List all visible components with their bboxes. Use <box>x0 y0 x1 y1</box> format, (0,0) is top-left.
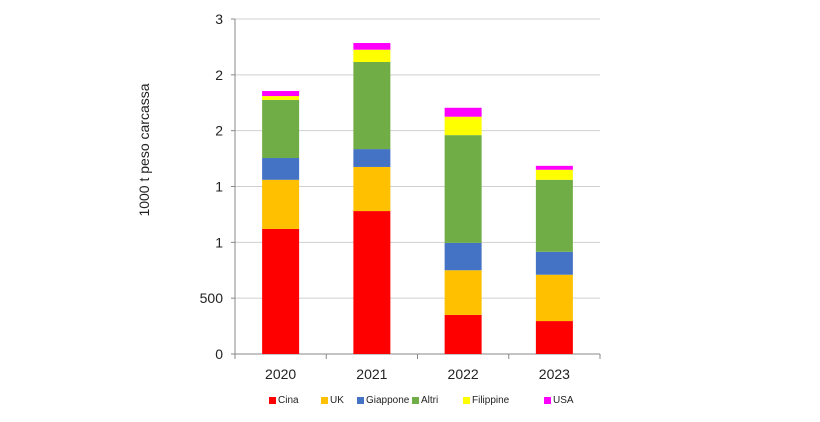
legend-swatch <box>357 397 364 404</box>
legend-item-cina: Cina <box>269 395 299 406</box>
bar-segment-usa-2020 <box>262 91 300 97</box>
x-tick-label: 2022 <box>448 366 479 382</box>
y-tick-label: 0 <box>215 346 223 362</box>
y-tick-label: 1 <box>215 179 223 195</box>
legend-swatch <box>321 397 328 404</box>
legend-item-filippine: Filippine <box>463 395 509 406</box>
x-tick-label: 2023 <box>539 366 570 382</box>
bar-segment-uk-2020 <box>262 179 300 229</box>
bar-segment-cina-2020 <box>262 228 300 354</box>
bar-segment-usa-2022 <box>444 107 482 117</box>
legend-swatch <box>269 397 276 404</box>
bar-segment-usa-2021 <box>353 43 391 50</box>
legend-label: Filippine <box>472 395 510 406</box>
legend-label: UK <box>330 395 344 406</box>
legend-label: USA <box>553 395 574 406</box>
bar-segment-usa-2023 <box>535 165 573 170</box>
legend-label: Giappone <box>366 395 410 406</box>
y-tick-label: 2 <box>215 123 223 139</box>
bar-segment-cina-2022 <box>444 314 482 354</box>
x-tick-label: 2020 <box>265 366 296 382</box>
legend-item-usa: USA <box>544 395 574 406</box>
x-tick-label: 2021 <box>356 366 387 382</box>
legend-swatch <box>544 397 551 404</box>
y-axis-label: 1000 t peso carcassa <box>136 83 152 216</box>
bar-segment-altri-2020 <box>262 99 300 159</box>
y-tick-label: 3 <box>215 11 223 27</box>
bar-segment-uk-2022 <box>444 270 482 315</box>
bar-segment-filippine-2022 <box>444 116 482 136</box>
bar-segment-giappone-2023 <box>535 251 573 275</box>
bar-segment-giappone-2020 <box>262 158 300 180</box>
bar-segment-filippine-2021 <box>353 49 391 62</box>
bar-segment-cina-2023 <box>535 321 573 354</box>
bar-segment-altri-2022 <box>444 135 482 243</box>
legend-swatch <box>412 397 419 404</box>
bar-segment-altri-2023 <box>535 179 573 252</box>
y-tick-label: 1 <box>215 234 223 250</box>
bar-segment-filippine-2020 <box>262 96 300 100</box>
bar-segment-uk-2023 <box>535 274 573 322</box>
legend-label: Cina <box>278 395 299 406</box>
bar-segment-filippine-2023 <box>535 169 573 180</box>
legend-swatch <box>463 397 470 404</box>
bar-segment-giappone-2021 <box>353 149 391 167</box>
bar-segment-cina-2021 <box>353 211 391 354</box>
y-tick-label: 500 <box>200 290 224 306</box>
bar-segment-altri-2021 <box>353 61 391 150</box>
legend-item-giappone: Giappone <box>357 395 409 406</box>
legend-item-altri: Altri <box>412 395 438 406</box>
y-tick-label: 2 <box>215 67 223 83</box>
legend-label: Altri <box>421 395 439 406</box>
bar-segment-giappone-2022 <box>444 242 482 271</box>
legend-item-uk: UK <box>321 395 344 406</box>
bar-segment-uk-2021 <box>353 166 391 212</box>
